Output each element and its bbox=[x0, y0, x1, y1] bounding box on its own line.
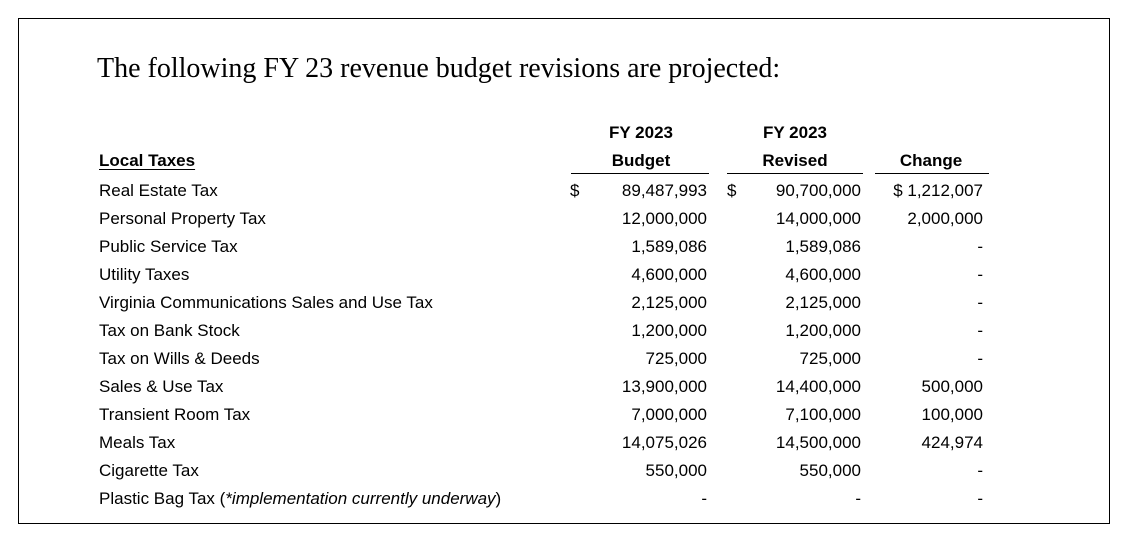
row-budget-value: 4,600,000 bbox=[631, 265, 707, 284]
row-change-value: - bbox=[977, 265, 983, 284]
row-budget-value: 1,200,000 bbox=[631, 321, 707, 340]
row-revised-value: 2,125,000 bbox=[785, 293, 861, 312]
table-row: Virginia Communications Sales and Use Ta… bbox=[19, 293, 1111, 321]
row-label: Meals Tax bbox=[99, 433, 176, 452]
revised-header-underline bbox=[727, 173, 863, 174]
row-budget-value: 12,000,000 bbox=[621, 209, 707, 228]
table-row: Cigarette Tax 550,000 550,000 - bbox=[19, 461, 1111, 489]
row-revised-value: 550,000 bbox=[799, 461, 861, 480]
revised-header-year: FY 2023 bbox=[763, 123, 827, 142]
row-change-value: - bbox=[977, 237, 983, 256]
row-revised-value: 14,500,000 bbox=[775, 433, 861, 452]
row-revised-value: - bbox=[855, 489, 861, 508]
revised-currency-symbol: $ bbox=[727, 181, 737, 200]
table-row-plastic-bag-tax: Plastic Bag Tax (*implementation current… bbox=[19, 489, 1111, 517]
change-header-underline bbox=[875, 173, 989, 174]
row-budget-value: 725,000 bbox=[645, 349, 707, 368]
row-label: Public Service Tax bbox=[99, 237, 238, 256]
row-label: Tax on Bank Stock bbox=[99, 321, 240, 340]
row-label: Utility Taxes bbox=[99, 265, 190, 284]
table-row: Meals Tax 14,075,026 14,500,000 424,974 bbox=[19, 433, 1111, 461]
row-revised-value: 1,200,000 bbox=[785, 321, 861, 340]
row-revised-value: 4,600,000 bbox=[785, 265, 861, 284]
row-label: Tax on Wills & Deeds bbox=[99, 349, 260, 368]
budget-header-year: FY 2023 bbox=[609, 123, 673, 142]
table-row: Public Service Tax 1,589,086 1,589,086 - bbox=[19, 237, 1111, 265]
row-label: Cigarette Tax bbox=[99, 461, 199, 480]
row-label: Plastic Bag Tax (*implementation current… bbox=[99, 489, 501, 509]
budget-header-underline bbox=[571, 173, 709, 174]
revised-header-label: Revised bbox=[762, 151, 828, 170]
row-label: Transient Room Tax bbox=[99, 405, 251, 424]
table-row: Tax on Wills & Deeds 725,000 725,000 - bbox=[19, 349, 1111, 377]
budget-currency-symbol: $ bbox=[570, 181, 580, 200]
document-frame: The following FY 23 revenue budget revis… bbox=[18, 18, 1110, 524]
row-revised-value: 14,400,000 bbox=[775, 377, 861, 396]
row-label-suffix: ) bbox=[495, 489, 502, 508]
row-change-value: - bbox=[977, 321, 983, 340]
table-row: Transient Room Tax 7,000,000 7,100,000 100,… bbox=[19, 405, 1111, 433]
row-change-value: - bbox=[977, 349, 983, 368]
row-change-value: 500,000 bbox=[921, 377, 983, 396]
row-change-value: - bbox=[977, 293, 983, 312]
row-budget-value: 13,900,000 bbox=[621, 377, 707, 396]
row-change-value: $ 1,212,007 bbox=[893, 181, 983, 200]
table-row: Sales & Use Tax 13,900,000 14,400,000 500,0… bbox=[19, 377, 1111, 405]
row-label: Real Estate Tax bbox=[99, 181, 218, 200]
row-change-value: 424,974 bbox=[921, 433, 983, 452]
row-change-value: - bbox=[977, 489, 983, 508]
row-change-value: - bbox=[977, 461, 983, 480]
row-label-note: *implementation currently underway bbox=[225, 489, 496, 508]
table-row: Tax on Bank Stock 1,200,000 1,200,000 - bbox=[19, 321, 1111, 349]
row-budget-value: 7,000,000 bbox=[631, 405, 707, 424]
row-budget-value: 14,075,026 bbox=[621, 433, 707, 452]
row-label-prefix: Plastic Bag Tax ( bbox=[99, 489, 226, 508]
row-budget-value: 1,589,086 bbox=[631, 237, 707, 256]
row-label: Virginia Communications Sales and Use Ta… bbox=[99, 293, 433, 312]
row-revised-value: 1,589,086 bbox=[785, 237, 861, 256]
row-revised-value: 7,100,000 bbox=[785, 405, 861, 424]
row-budget-value: 2,125,000 bbox=[631, 293, 707, 312]
page-title: The following FY 23 revenue budget revis… bbox=[97, 53, 781, 84]
table-row: Utility Taxes 4,600,000 4,600,000 - bbox=[19, 265, 1111, 293]
row-change-value: 100,000 bbox=[921, 405, 983, 424]
row-revised-value: 14,000,000 bbox=[775, 209, 861, 228]
row-change-value: 2,000,000 bbox=[907, 209, 983, 228]
section-label-local-taxes: Local Taxes bbox=[99, 151, 196, 170]
table-row: Personal Property Tax 12,000,000 14,000,00… bbox=[19, 209, 1111, 237]
row-budget-value: 550,000 bbox=[645, 461, 707, 480]
row-label: Personal Property Tax bbox=[99, 209, 266, 228]
change-header-label: Change bbox=[899, 151, 963, 170]
row-revised-value: 90,700,000 bbox=[775, 181, 861, 200]
row-budget-value: 89,487,993 bbox=[621, 181, 707, 200]
row-budget-value: - bbox=[701, 489, 707, 508]
budget-header-label: Budget bbox=[611, 151, 671, 170]
table-row: Real Estate Tax $ $89,487,993 90,700,000 $ 1… bbox=[19, 181, 1111, 209]
row-revised-value: 725,000 bbox=[799, 349, 861, 368]
row-label: Sales & Use Tax bbox=[99, 377, 224, 396]
